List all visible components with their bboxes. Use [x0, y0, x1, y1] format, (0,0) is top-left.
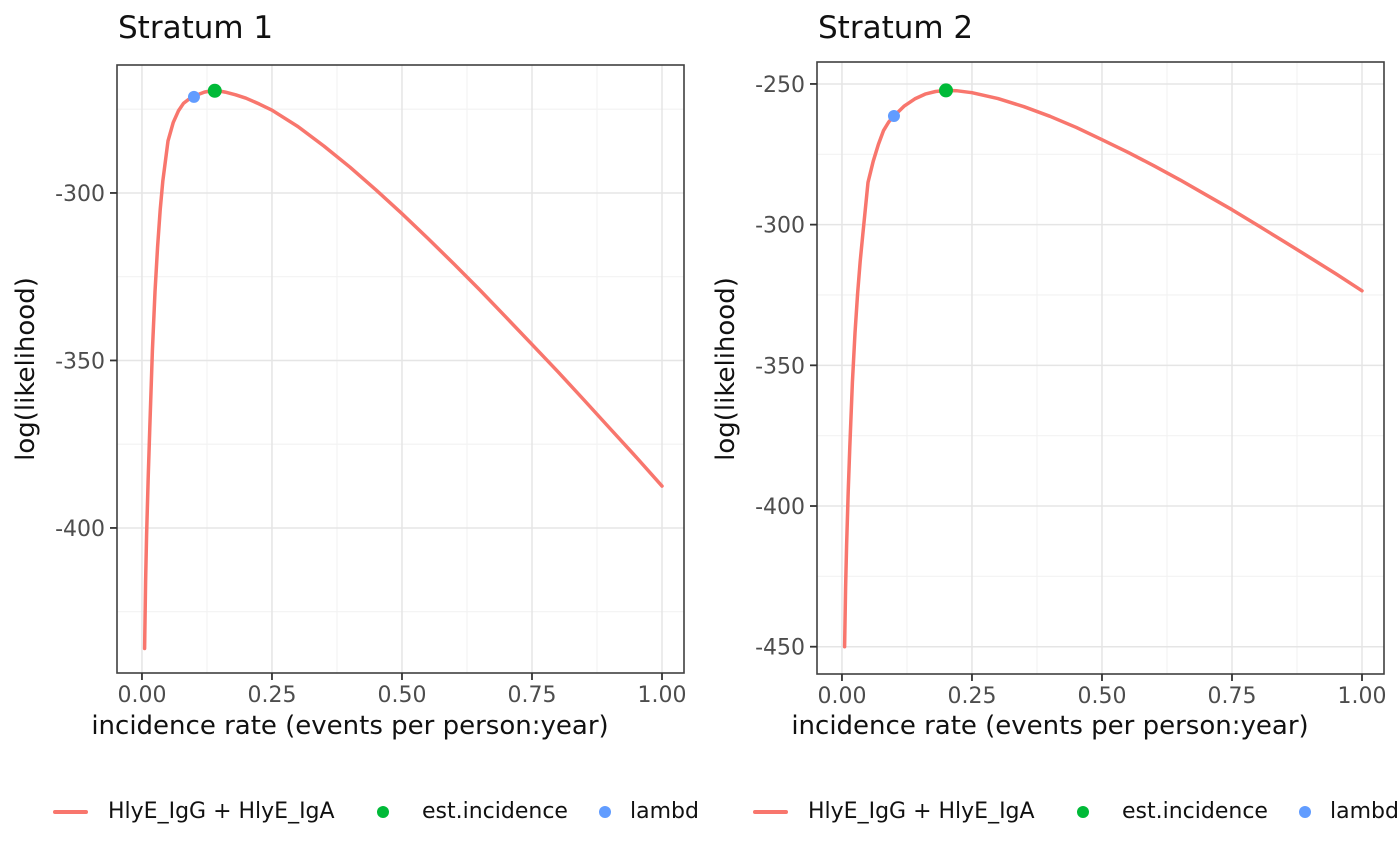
- plot-title-stratum-1: Stratum 1: [118, 10, 274, 46]
- legend-label: est.incidence: [1122, 799, 1268, 824]
- x-tick-label: 0.25: [947, 684, 996, 709]
- plot-svg-stratum-1: 0.00 0.25 0.50 0.75 1.00 -300 -350 -400: [55, 64, 687, 708]
- y-tick-label: -250: [755, 73, 805, 98]
- y-tick-label: -350: [755, 354, 805, 379]
- y-tick-label: -400: [55, 517, 105, 542]
- panel-stratum-1: 0.00 0.25 0.50 0.75 1.00 -300 -350 -400 Stratum…: [0, 10, 700, 833]
- legend-label: HlyE_IgG + HlyE_IgA: [808, 799, 1035, 824]
- panel-stratum-2: 0.00 0.25 0.50 0.75 1.00 -250 -300 -350 -400 -450…: [700, 0, 1400, 866]
- panel-border: [816, 61, 1385, 675]
- legend-key-dot: [1299, 806, 1311, 818]
- legend-stratum-1: HlyE_IgG + HlyE_IgA est.incidence lambd: [0, 797, 700, 833]
- plot-title-stratum-2: Stratum 2: [818, 10, 974, 46]
- x-tick-label: 1.00: [638, 683, 687, 708]
- x-axis-title: incidence rate (events per person:year): [91, 711, 609, 741]
- y-tick-label: -300: [755, 214, 805, 239]
- est-incidence-point: [207, 83, 222, 98]
- y-tick-label: -400: [755, 495, 805, 520]
- est-incidence-point: [938, 83, 953, 98]
- y-tick-label: -350: [55, 349, 105, 374]
- y-axis-title: log(likelihood): [11, 277, 41, 461]
- likelihood-curve: [142, 89, 664, 651]
- legend-label: lambd: [1330, 799, 1399, 824]
- y-tick-label: -450: [755, 636, 805, 661]
- legend-key-dot: [1077, 806, 1089, 818]
- x-tick-label: 0.00: [817, 684, 866, 709]
- legend-label: HlyE_IgG + HlyE_IgA: [108, 799, 335, 824]
- legend-label: est.incidence: [422, 799, 568, 824]
- x-tick-label: 1.00: [1338, 684, 1387, 709]
- x-tick-label: 0.75: [508, 683, 557, 708]
- plot-svg-stratum-2: 0.00 0.25 0.50 0.75 1.00 -250 -300 -350 -400 -450: [755, 61, 1387, 709]
- lambda-point: [887, 110, 900, 123]
- x-tick-label: 0.00: [117, 683, 166, 708]
- legend-key-line: [53, 810, 88, 814]
- x-tick-label: 0.25: [247, 683, 296, 708]
- y-tick-label: -300: [55, 182, 105, 207]
- legend-stratum-2: HlyE_IgG + HlyE_IgA est.incidence lambd: [700, 797, 1400, 833]
- x-tick-label: 0.50: [377, 683, 426, 708]
- legend-key-dot: [599, 806, 611, 818]
- legend-key-line: [753, 810, 788, 814]
- legend-key-dot: [377, 806, 389, 818]
- x-axis-title: incidence rate (events per person:year): [791, 711, 1309, 741]
- lambda-point: [187, 90, 200, 103]
- likelihood-curve: [842, 88, 1364, 649]
- panel-border: [116, 64, 685, 674]
- y-axis-title: log(likelihood): [711, 277, 741, 461]
- x-tick-label: 0.75: [1208, 684, 1257, 709]
- legend-label: lambd: [630, 799, 699, 824]
- x-tick-label: 0.50: [1077, 684, 1126, 709]
